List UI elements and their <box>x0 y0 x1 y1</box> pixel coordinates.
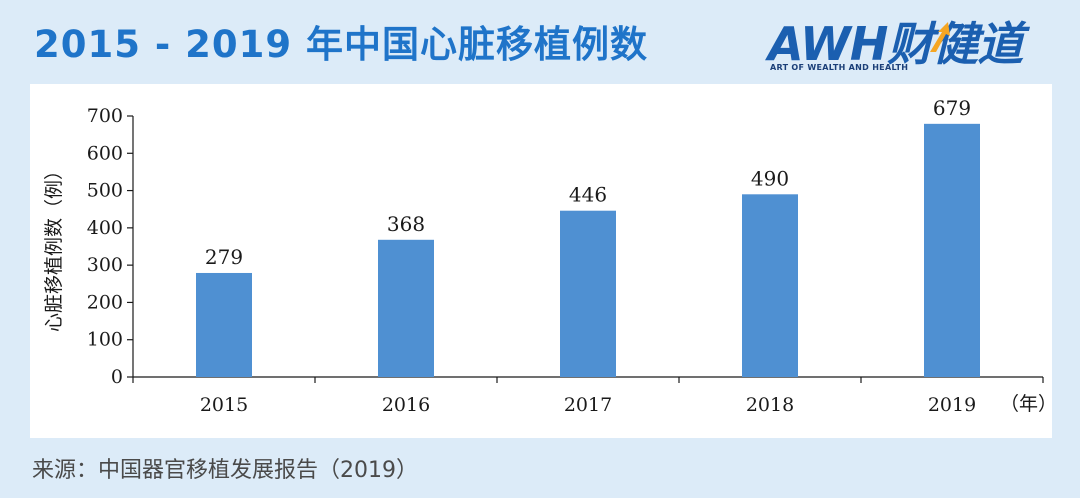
value-label-2019: 679 <box>933 96 971 120</box>
logo-tagline: ART OF WEALTH AND HEALTH <box>770 63 909 72</box>
bar-2016 <box>378 239 434 377</box>
y-tick-label: 300 <box>87 254 123 276</box>
y-tick-label: 700 <box>87 105 123 127</box>
x-tick-label-2015: 2015 <box>200 394 248 416</box>
value-labels: 279 368 446 490 679 <box>205 96 971 269</box>
value-label-2015: 279 <box>205 245 243 269</box>
y-tick-label: 200 <box>87 291 123 313</box>
value-label-2017: 446 <box>569 183 607 207</box>
y-tick-label: 100 <box>87 329 123 351</box>
y-axis: 0 100 200 300 400 500 600 700 <box>87 105 134 388</box>
bar-2017 <box>560 210 616 377</box>
source-note: 来源：中国器官移植发展报告（2019） <box>32 458 418 483</box>
y-tick-label: 400 <box>87 217 123 239</box>
logo-wordmark: AWH财健道 <box>768 17 1023 71</box>
value-label-2018: 490 <box>751 166 789 190</box>
chart-title: 2015 - 2019 年中国心脏移植例数 <box>34 23 648 66</box>
x-tick-label-2017: 2017 <box>564 394 612 416</box>
x-axis-unit: （年） <box>1000 393 1052 415</box>
chart-panel: 0 100 200 300 400 500 600 700 2015 2016 2017 2018 2… <box>30 84 1052 438</box>
y-tick-label: 600 <box>87 142 123 164</box>
bar-2019 <box>924 123 980 377</box>
y-axis-label: 心脏移植例数（例） <box>43 161 65 332</box>
bar-2015 <box>196 272 252 377</box>
x-tick-label-2019: 2019 <box>928 394 976 416</box>
awh-logo: AWH财健道 ART OF WEALTH AND HEALTH <box>768 8 1058 74</box>
bar-2018 <box>742 194 798 377</box>
x-tick-label-2018: 2018 <box>746 394 794 416</box>
logo-arrow-icon <box>930 22 950 52</box>
value-label-2016: 368 <box>387 212 425 236</box>
x-axis: 2015 2016 2017 2018 2019 （年） <box>132 376 1052 416</box>
y-tick-label: 500 <box>87 180 123 202</box>
x-tick-label-2016: 2016 <box>382 394 430 416</box>
bars <box>196 123 980 377</box>
y-tick-label: 0 <box>111 366 123 388</box>
